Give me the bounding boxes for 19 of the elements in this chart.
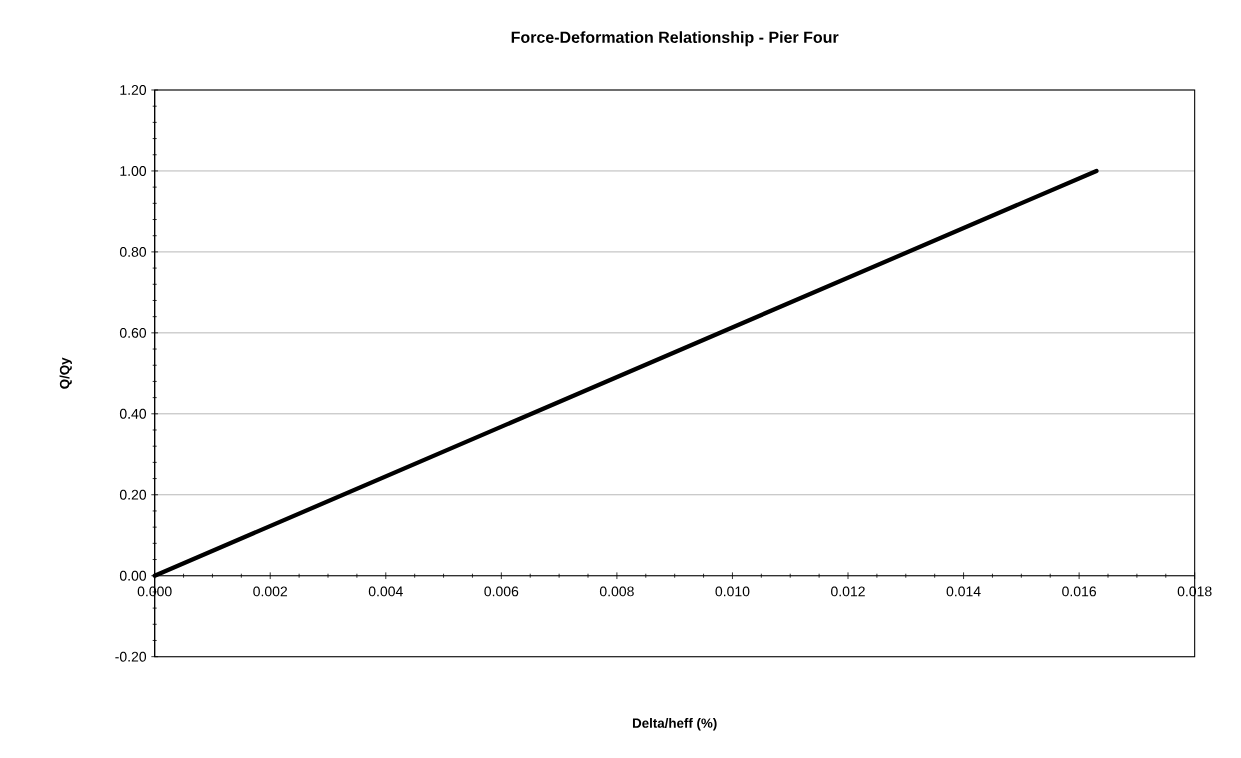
- x-tick-label: 0.006: [484, 586, 519, 597]
- x-tick-label: 0.002: [253, 586, 288, 597]
- y-tick-label: 1.00: [120, 166, 147, 176]
- x-tick-label: 0.016: [1062, 586, 1097, 597]
- x-tick-label: 0.014: [946, 586, 981, 597]
- y-axis-title: Q/Qy: [59, 357, 72, 389]
- y-tick-label: 0.40: [119, 408, 147, 419]
- y-tick-label: 0.80: [119, 246, 147, 257]
- x-tick-label: 0.010: [715, 586, 750, 597]
- chart-title: Force-Deformation Relationship - Pier Four: [511, 31, 839, 47]
- x-axis-title: Delta/heff (%): [632, 718, 717, 731]
- x-tick-label: 0.004: [368, 586, 403, 597]
- y-tick-label: -0.20: [115, 651, 147, 662]
- y-tick-label: 0.20: [119, 489, 147, 500]
- y-tick-label: 0.00: [119, 570, 147, 581]
- x-tick-label: 0.008: [599, 586, 634, 597]
- x-tick-label: 0.012: [831, 586, 865, 597]
- y-tick-label: 0.60: [119, 327, 147, 338]
- y-tick-label: 1.20: [120, 85, 147, 95]
